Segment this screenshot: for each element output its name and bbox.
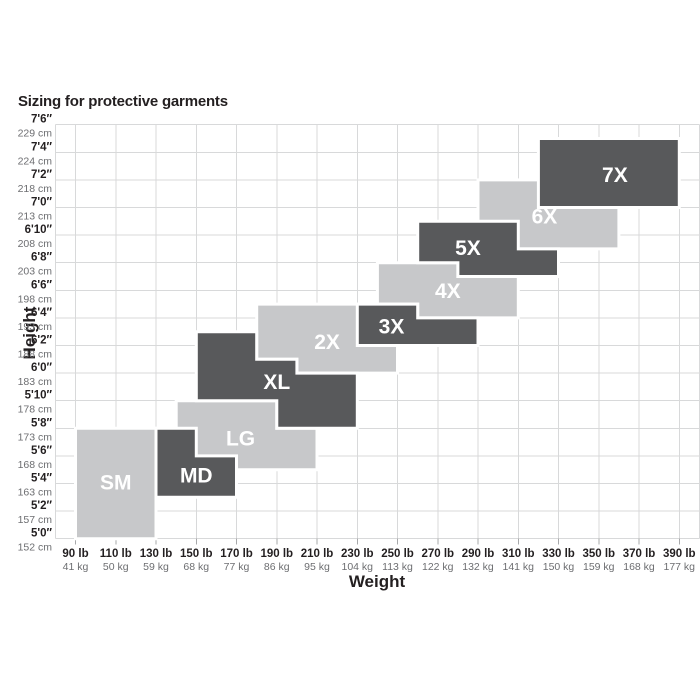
x-tick-label-lb: 310 lb (502, 548, 535, 560)
x-tick-label-lb: 150 lb (180, 548, 213, 560)
y-tick-label-cm: 188 cm (18, 349, 53, 361)
y-tick-labels: 7'6″ 229 cm7'4″ 224 cm 7'2″ 218 cm 7'0″ 213 cm… (18, 114, 53, 554)
x-tick-label-kg: 132 kg (462, 561, 494, 573)
size-block-sm (74, 426, 158, 541)
y-tick-label-cm: 178 cm (18, 404, 53, 416)
y-tick-label-cm: 203 cm (18, 266, 53, 278)
size-label-7x: 7X (602, 164, 628, 187)
y-tick-label-cm: 157 cm (18, 514, 53, 526)
x-tick-label-kg: 104 kg (342, 561, 374, 573)
x-tick-label-lb: 210 lb (301, 548, 334, 560)
x-tick-label-lb: 250 lb (381, 548, 414, 560)
x-tick-label-kg: 50 kg (103, 561, 129, 573)
y-tick-label-cm: 224 cm (18, 155, 53, 167)
y-tick-label-ft: 7'6″ (31, 114, 53, 126)
size-label-6x: 6X (532, 205, 558, 228)
y-tick-label-cm: 152 cm (18, 542, 53, 554)
x-tick-label-kg: 95 kg (304, 561, 330, 573)
size-block-xl (194, 330, 359, 430)
size-label-4x: 4X (435, 280, 461, 303)
y-tick-label-cm: 229 cm (18, 128, 53, 140)
x-tick-label-kg: 68 kg (183, 561, 209, 573)
y-tick-label-ft: 5'0″ (31, 528, 53, 540)
y-tick-label-cm: 163 cm (18, 487, 53, 499)
size-label-sm: SM (100, 472, 132, 495)
y-tick-label-ft: 6'8″ (31, 252, 53, 264)
x-tick-label-lb: 130 lb (140, 548, 173, 560)
x-tick-marks (75, 538, 680, 545)
size-label-xl: XL (263, 371, 290, 394)
x-tick-label-lb: 230 lb (341, 548, 374, 560)
x-tick-label-kg: 168 kg (623, 561, 655, 573)
y-tick-label-ft: 6'0″ (31, 362, 53, 374)
size-block-3x (355, 302, 480, 347)
x-tick-label-kg: 150 kg (543, 561, 575, 573)
y-tick-label-cm: 193 cm (18, 321, 53, 333)
x-tick-label-lb: 350 lb (582, 548, 615, 560)
size-label-5x: 5X (455, 237, 481, 260)
size-label-lg: LG (226, 427, 255, 450)
y-tick-label-ft: 7'2″ (31, 169, 53, 181)
x-tick-label-kg: 122 kg (422, 561, 454, 573)
y-tick-label-ft: 5'10″ (25, 390, 53, 402)
size-label-2x: 2X (314, 331, 340, 354)
x-tick-label-kg: 159 kg (583, 561, 615, 573)
y-tick-label-ft: 5'8″ (31, 417, 53, 429)
x-tick-label-kg: 177 kg (664, 561, 696, 573)
y-tick-label-cm: 218 cm (18, 183, 53, 195)
x-tick-label-kg: 86 kg (264, 561, 290, 573)
x-tick-label-lb: 370 lb (623, 548, 656, 560)
x-tick-label-kg: 77 kg (224, 561, 250, 573)
x-tick-label-lb: 110 lb (100, 548, 132, 560)
x-tick-label-kg: 41 kg (63, 561, 89, 573)
y-tick-label-ft: 6'2″ (31, 335, 53, 347)
y-tick-label-ft: 7'4″ (31, 141, 53, 153)
y-tick-label-cm: 168 cm (18, 459, 53, 471)
y-tick-label-cm: 213 cm (18, 211, 53, 223)
x-tick-label-kg: 141 kg (503, 561, 535, 573)
size-label-3x: 3X (379, 316, 405, 339)
size-block-5x (416, 219, 560, 278)
y-tick-label-ft: 6'10″ (25, 224, 53, 236)
size-block-md (154, 426, 238, 499)
x-tick-label-lb: 270 lb (421, 548, 454, 560)
y-tick-label-cm: 183 cm (18, 376, 53, 388)
y-tick-label-ft: 6'6″ (31, 279, 53, 291)
x-tick-label-lb: 190 lb (260, 548, 293, 560)
x-tick-label-lb: 390 lb (663, 548, 696, 560)
size-blocks: SM MD LG XL 2X 3X 4X 5X 6X 7X (74, 137, 681, 541)
x-tick-label-lb: 170 lb (220, 548, 253, 560)
y-tick-label-ft: 5'4″ (31, 473, 53, 485)
x-tick-label-kg: 113 kg (382, 561, 413, 573)
x-tick-label-lb: 90 lb (62, 548, 88, 560)
y-tick-label-ft: 5'6″ (31, 445, 53, 457)
size-block-7x (536, 137, 681, 209)
x-tick-label-lb: 330 lb (542, 548, 575, 560)
y-tick-label-cm: 173 cm (18, 431, 53, 443)
chart-title: Sizing for protective garments (18, 93, 228, 110)
x-axis-title: Weight (348, 572, 406, 591)
x-tick-label-lb: 290 lb (462, 548, 495, 560)
size-label-md: MD (180, 465, 213, 488)
x-tick-label-kg: 59 kg (143, 561, 169, 573)
y-tick-label-cm: 198 cm (18, 293, 53, 305)
y-tick-label-ft: 5'2″ (31, 500, 53, 512)
y-tick-label-ft: 7'0″ (31, 197, 53, 209)
y-tick-label-ft: 6'4″ (31, 307, 53, 319)
y-tick-label-cm: 208 cm (18, 238, 53, 250)
